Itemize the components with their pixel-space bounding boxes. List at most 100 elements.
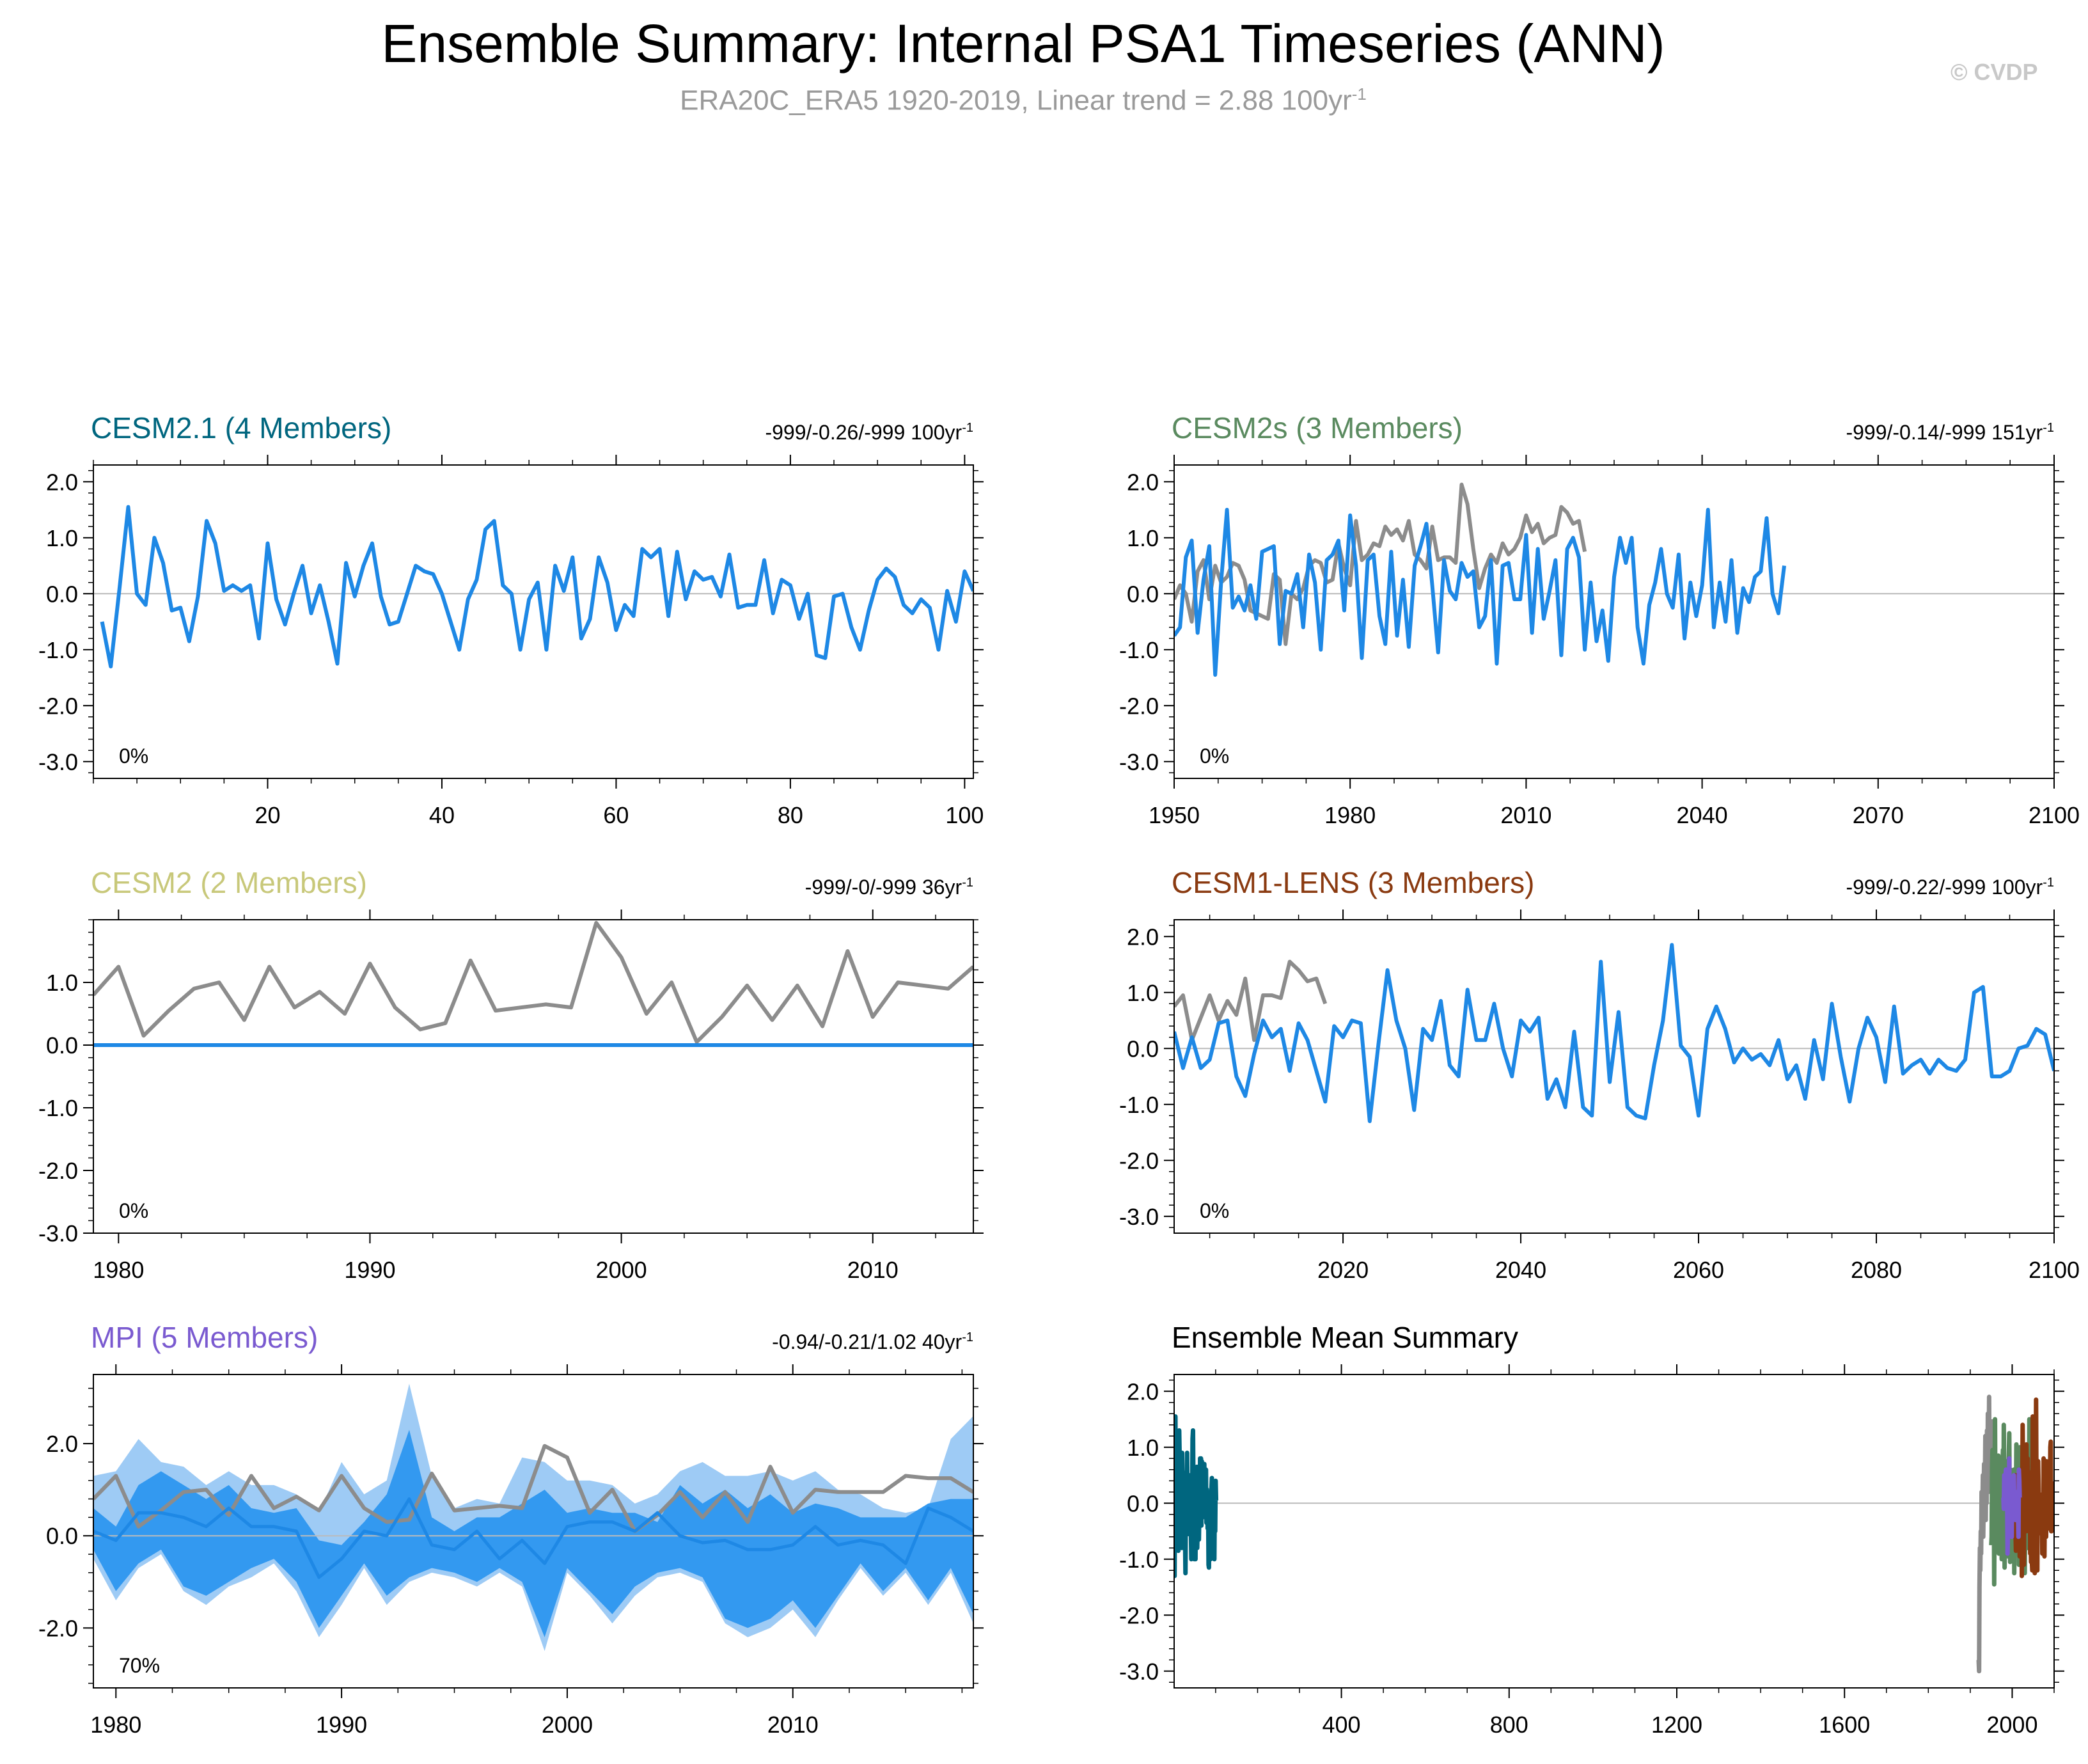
panel-2-xtick-label: 2040 — [1677, 802, 1728, 828]
subtitle-text: ERA20C_ERA5 1920-2019, Linear trend = 2.… — [680, 84, 1352, 116]
panel-5-percent: 70% — [119, 1654, 160, 1677]
panel-3-series-obs-0 — [93, 920, 973, 1044]
panel-4-stats-exponent: -1 — [2043, 876, 2054, 890]
panel-5-xtick-label: 1980 — [90, 1712, 141, 1738]
panel-1-ytick-label: -3.0 — [38, 749, 78, 775]
panel-1-xtick-label: 40 — [429, 802, 455, 828]
panel-3-xtick-label: 1990 — [344, 1257, 395, 1283]
panel-6-ytick-label: -2.0 — [1119, 1602, 1159, 1628]
panel-1-xtick-label: 80 — [778, 802, 803, 828]
panel-6-ytick-label: 0.0 — [1127, 1490, 1159, 1516]
panel-3-xtick-label: 1980 — [93, 1257, 144, 1283]
panel-2-xtick-label: 2010 — [1500, 802, 1551, 828]
panel-4-series-model-1 — [1174, 943, 2054, 1123]
panel-1-stats-text: -999/-0.26/-999 100yr — [765, 421, 962, 444]
panel-5-xtick-label: 2000 — [542, 1712, 593, 1738]
panel-1-xtick-label: 20 — [255, 802, 280, 828]
panel-2-xtick-label: 2070 — [1853, 802, 1904, 828]
panel-2-ytick-label: 2.0 — [1127, 469, 1159, 495]
panel-5-ytick-label: 0.0 — [46, 1523, 78, 1549]
panel-3-ytick-label: -1.0 — [38, 1095, 78, 1121]
panel-1-ytick-label: 1.0 — [46, 525, 78, 551]
panel-2-stats: -999/-0.14/-999 151yr-1 — [1846, 421, 2054, 444]
panel-4-frame — [1174, 919, 2055, 1234]
panel-4-xtick-label: 2100 — [2029, 1257, 2080, 1283]
panel-1-ytick-label: 0.0 — [46, 581, 78, 607]
copyright-label: © CVDP — [1951, 59, 2038, 85]
panel-2-stats-exponent: -1 — [2043, 421, 2054, 435]
panel-6-xtick-label: 400 — [1323, 1712, 1361, 1738]
panel-6-title: Ensemble Mean Summary — [1172, 1321, 1518, 1354]
panel-4-xtick-label: 2040 — [1495, 1257, 1546, 1283]
panel-2-frame — [1174, 464, 2055, 779]
subtitle-exponent: -1 — [1351, 84, 1367, 104]
panel-1-xtick-label: 60 — [603, 802, 629, 828]
panel-6-xtick-label: 800 — [1490, 1712, 1528, 1738]
panel-5-spread-inner — [93, 1429, 973, 1637]
panel-3-percent: 0% — [119, 1199, 148, 1222]
panel-6-xtick-label: 1200 — [1651, 1712, 1702, 1738]
panel-1-xtick-label: 100 — [945, 802, 984, 828]
panel-6-series-summary-1 — [1976, 1394, 1993, 1674]
panel-3-ytick-label: 1.0 — [46, 970, 78, 996]
panel-1-series-model-0 — [100, 505, 973, 668]
panel-1-stats-exponent: -1 — [962, 421, 973, 435]
panel-5-stats-text: -0.94/-0.21/1.02 40yr — [772, 1330, 962, 1353]
panel-6-frame — [1174, 1374, 2055, 1689]
panel-1-title: CESM2.1 (4 Members) — [91, 411, 391, 445]
panel-4-xtick-label: 2060 — [1673, 1257, 1724, 1283]
panel-3-stats: -999/-0/-999 36yr-1 — [805, 876, 973, 899]
panel-6-ytick-label: 1.0 — [1127, 1435, 1159, 1461]
panel-6-series-summary-3 — [2010, 1397, 2054, 1579]
panel-6-xtick-label: 1600 — [1819, 1712, 1870, 1738]
panel-6-ytick-label: -1.0 — [1119, 1547, 1159, 1573]
panel-2-ytick-label: 1.0 — [1127, 525, 1159, 551]
panel-5-series-obs-0 — [93, 1444, 973, 1533]
panel-1-ytick-label: -1.0 — [38, 637, 78, 663]
panel-4-xtick-label: 2020 — [1317, 1257, 1369, 1283]
panel-5-stats: -0.94/-0.21/1.02 40yr-1 — [772, 1330, 973, 1353]
panel-3-ytick-label: -2.0 — [38, 1158, 78, 1184]
panel-3-xtick-label: 2000 — [596, 1257, 647, 1283]
panel-2-xtick-label: 1980 — [1324, 802, 1376, 828]
panel-4-ytick-label: 1.0 — [1127, 980, 1159, 1006]
panel-2-series-model-1 — [1174, 508, 1786, 677]
panel-4-series-obs-0 — [1174, 959, 1328, 1043]
panel-4-ytick-label: -3.0 — [1119, 1204, 1159, 1230]
panel-4-ytick-label: -2.0 — [1119, 1147, 1159, 1174]
panel-5-ytick-label: 2.0 — [46, 1431, 78, 1457]
panel-3-stats-exponent: -1 — [962, 876, 973, 890]
panel-2-ytick-label: -1.0 — [1119, 637, 1159, 663]
panel-2-series-obs-0 — [1174, 482, 1587, 646]
panel-1-percent: 0% — [119, 744, 148, 768]
panel-4-ytick-label: 0.0 — [1127, 1036, 1159, 1062]
panel-2-xtick-label: 1950 — [1149, 802, 1200, 828]
panel-5-stats-exponent: -1 — [962, 1330, 973, 1344]
panel-2-ytick-label: -3.0 — [1119, 749, 1159, 775]
panel-4-stats: -999/-0.22/-999 100yr-1 — [1846, 876, 2054, 899]
panel-3-ytick-label: 0.0 — [46, 1032, 78, 1059]
panel-4-ytick-label: 2.0 — [1127, 924, 1159, 950]
panel-5-xtick-label: 1990 — [316, 1712, 367, 1738]
panel-6-series-summary-0 — [1174, 1414, 1219, 1579]
panel-1-ytick-label: -2.0 — [38, 693, 78, 719]
panel-3-ytick-label: -3.0 — [38, 1220, 78, 1247]
panel-2-stats-text: -999/-0.14/-999 151yr — [1846, 421, 2043, 444]
panel-1-stats: -999/-0.26/-999 100yr-1 — [765, 421, 973, 444]
panel-3-title: CESM2 (2 Members) — [91, 866, 367, 899]
panel-2-percent: 0% — [1200, 744, 1229, 768]
panel-4-xtick-label: 2080 — [1851, 1257, 1902, 1283]
panel-1-ytick-label: 2.0 — [46, 469, 78, 495]
panel-5-frame — [93, 1374, 974, 1689]
panel-4-ytick-label: -1.0 — [1119, 1092, 1159, 1118]
panel-2-ytick-label: -2.0 — [1119, 693, 1159, 719]
panel-3-xtick-label: 2010 — [847, 1257, 899, 1283]
panel-2-title: CESM2s (3 Members) — [1172, 411, 1463, 445]
panel-6-ytick-label: 2.0 — [1127, 1378, 1159, 1405]
panel-6-xtick-label: 2000 — [1986, 1712, 2037, 1738]
panel-5-ytick-label: -2.0 — [38, 1615, 78, 1641]
panel-2-xtick-label: 2100 — [2029, 802, 2080, 828]
panel-3-stats-text: -999/-0/-999 36yr — [805, 876, 962, 899]
panel-1-frame — [93, 464, 974, 779]
